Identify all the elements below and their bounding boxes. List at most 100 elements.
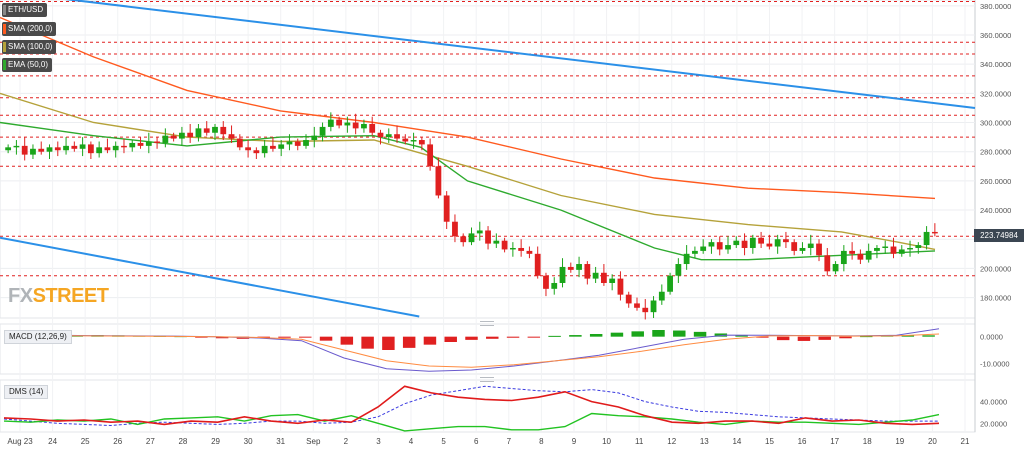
candle-body — [270, 145, 276, 149]
macd-histogram-bar — [569, 335, 582, 337]
x-tick-label: 14 — [732, 437, 741, 446]
legend-swatch — [3, 24, 6, 34]
dms-y-tick-label: 20.0000 — [980, 419, 1007, 428]
candle-body — [460, 236, 467, 243]
candle-body — [617, 278, 624, 295]
candle-body — [749, 237, 756, 248]
panel-resize-handle[interactable] — [480, 321, 494, 326]
candle-body — [700, 246, 707, 251]
candle-body — [336, 119, 343, 126]
candle-body — [253, 150, 260, 154]
sma-100-line — [0, 92, 936, 251]
legend-label-ema-50: EMA (50,0) — [8, 60, 49, 69]
macd-histogram-bar — [922, 335, 935, 337]
legend-label-sma-100: SMA (100,0) — [8, 42, 53, 51]
macd-y-tick-label: -10.0000 — [980, 359, 1010, 368]
logo-street: STREET — [32, 285, 109, 307]
candle-body — [54, 147, 61, 151]
candle-body — [402, 138, 409, 142]
x-tick-label: 27 — [146, 437, 155, 446]
candle-body — [352, 122, 359, 129]
y-tick-label: 300.0000 — [980, 119, 1011, 128]
macd-histogram-bar — [527, 336, 541, 338]
x-tick-label: 9 — [572, 437, 577, 446]
candle-body — [377, 132, 384, 138]
macd-signal-line — [3, 333, 940, 368]
candle-body — [195, 128, 202, 138]
x-tick-label: 12 — [667, 437, 676, 446]
logo-fx: FX — [8, 285, 33, 307]
candle-body — [369, 123, 376, 133]
macd-histogram-bar — [340, 336, 354, 345]
legend-sma-200[interactable]: SMA (200,0) — [2, 22, 57, 36]
y-tick-label: 320.0000 — [980, 89, 1011, 98]
candle-body — [228, 134, 235, 139]
candle-body — [733, 240, 740, 246]
candle-body — [87, 144, 94, 154]
macd-histogram-bar — [756, 336, 769, 338]
candle-body — [394, 134, 400, 139]
candle-body — [236, 138, 243, 148]
macd-panel-label: MACD (12,26,9) — [4, 330, 72, 344]
candle-body — [807, 243, 814, 248]
legend-sma-100[interactable]: SMA (100,0) — [2, 40, 57, 54]
candle-body — [592, 272, 599, 279]
candle-body — [245, 147, 251, 151]
x-tick-label: 10 — [602, 437, 611, 446]
candle-body — [849, 250, 856, 254]
dms-y-tick-label: 40.0000 — [980, 398, 1007, 407]
candle-body — [708, 242, 715, 247]
candle-body — [476, 230, 483, 234]
macd-y-tick-label: 0.0000 — [980, 333, 1003, 342]
panel-resize-handle[interactable] — [480, 377, 494, 382]
y-tick-label: 240.0000 — [980, 206, 1011, 215]
macd-histogram-bar — [673, 330, 686, 337]
macd-histogram-bar — [797, 336, 811, 341]
legend-eth-usd[interactable]: ETH/USD — [2, 3, 48, 17]
candle-body — [791, 242, 798, 251]
candle-body — [509, 247, 516, 250]
candle-body — [493, 240, 500, 244]
x-tick-label: 17 — [830, 437, 839, 446]
trendline — [64, 0, 976, 109]
candle-body — [915, 245, 922, 248]
candle-body — [725, 245, 731, 250]
candle-body — [71, 145, 78, 149]
candle-body — [650, 300, 657, 313]
candle-body — [683, 253, 690, 265]
x-tick-label: 21 — [961, 437, 970, 446]
macd-histogram-bar — [423, 336, 437, 345]
candle-body — [418, 140, 425, 145]
legend-ema-50[interactable]: EMA (50,0) — [2, 58, 53, 72]
candle-body — [567, 266, 574, 270]
candle-body — [774, 239, 781, 247]
candle-body — [692, 250, 698, 254]
y-tick-label: 200.0000 — [980, 264, 1011, 273]
candle-body — [203, 128, 210, 133]
y-tick-label: 260.0000 — [980, 177, 1011, 186]
legend-swatch — [3, 42, 6, 52]
macd-histogram-bar — [839, 336, 852, 339]
candle-body — [609, 278, 616, 283]
macd-histogram-bar — [506, 336, 520, 338]
candle-body — [890, 246, 897, 254]
fxstreet-logo: FXSTREET — [8, 285, 109, 308]
candle-body — [13, 145, 20, 148]
candle-body — [261, 145, 268, 154]
candle-body — [79, 144, 86, 149]
x-tick-label: 19 — [895, 437, 904, 446]
candle-body — [170, 135, 177, 139]
adx-line — [3, 385, 939, 427]
x-tick-label: 31 — [276, 437, 285, 446]
candle-body — [625, 294, 632, 304]
candle-body — [319, 126, 326, 136]
candle-body — [576, 264, 582, 270]
candle-body — [129, 142, 136, 148]
dmi-minus-line — [3, 385, 940, 426]
panel-frame — [0, 323, 976, 375]
y-tick-label: 340.0000 — [980, 60, 1011, 69]
candle-body — [824, 255, 831, 272]
macd-histogram-bar — [589, 334, 603, 337]
